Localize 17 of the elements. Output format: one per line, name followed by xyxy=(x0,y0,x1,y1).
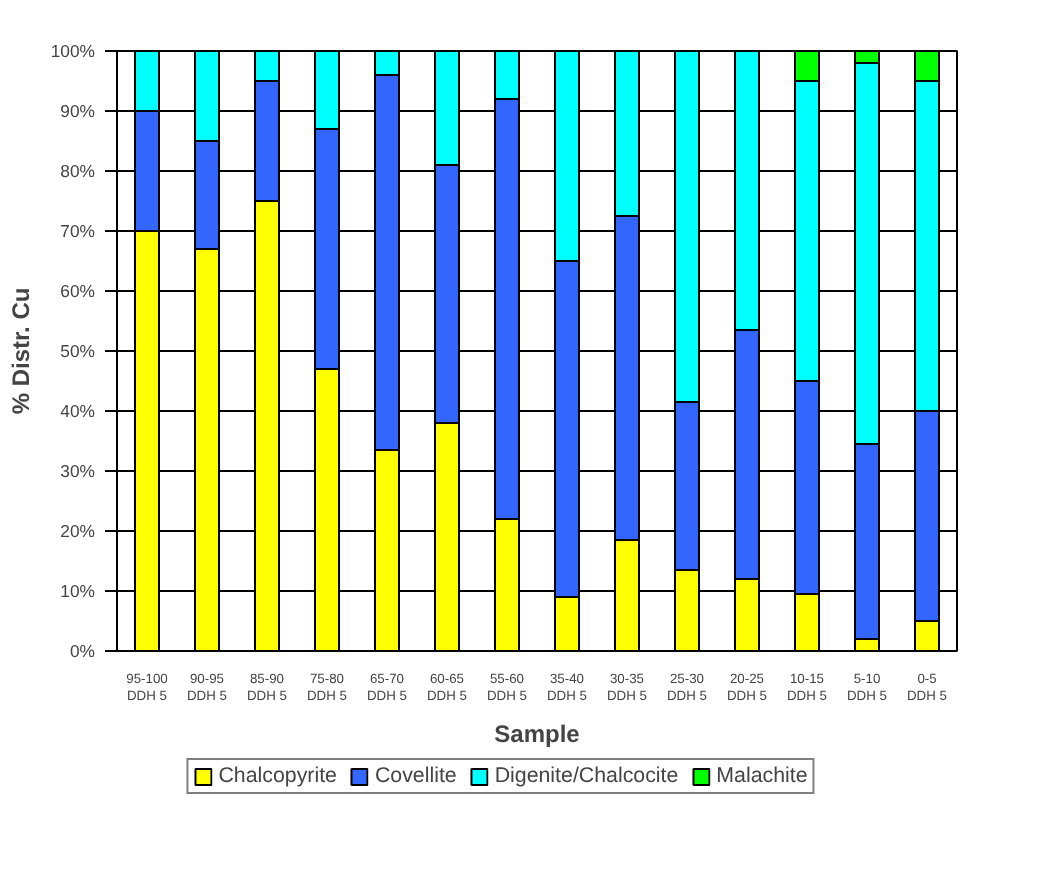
y-tick-label: 50% xyxy=(60,341,96,361)
y-tick-label: 100% xyxy=(50,41,96,61)
legend-label: Covellite xyxy=(374,764,457,788)
y-axis-title: % Distr. Cu xyxy=(6,287,35,415)
y-tick-label: 90% xyxy=(60,101,96,121)
y-tick-label: 70% xyxy=(60,221,96,241)
y-tick-label: 30% xyxy=(60,461,96,481)
y-tick-label: 40% xyxy=(60,401,96,421)
legend-label: Chalcopyrite xyxy=(218,764,337,788)
x-axis-title: Sample xyxy=(494,719,581,748)
y-tick-label: 60% xyxy=(60,281,96,301)
y-tick-label: 10% xyxy=(60,581,96,601)
legend-label: Malachite xyxy=(716,764,808,788)
y-tick-label: 0% xyxy=(69,641,96,661)
legend-label: Digenite/Chalcocite xyxy=(494,764,679,788)
y-tick-label: 80% xyxy=(60,161,96,181)
y-tick-label: 20% xyxy=(60,521,96,541)
